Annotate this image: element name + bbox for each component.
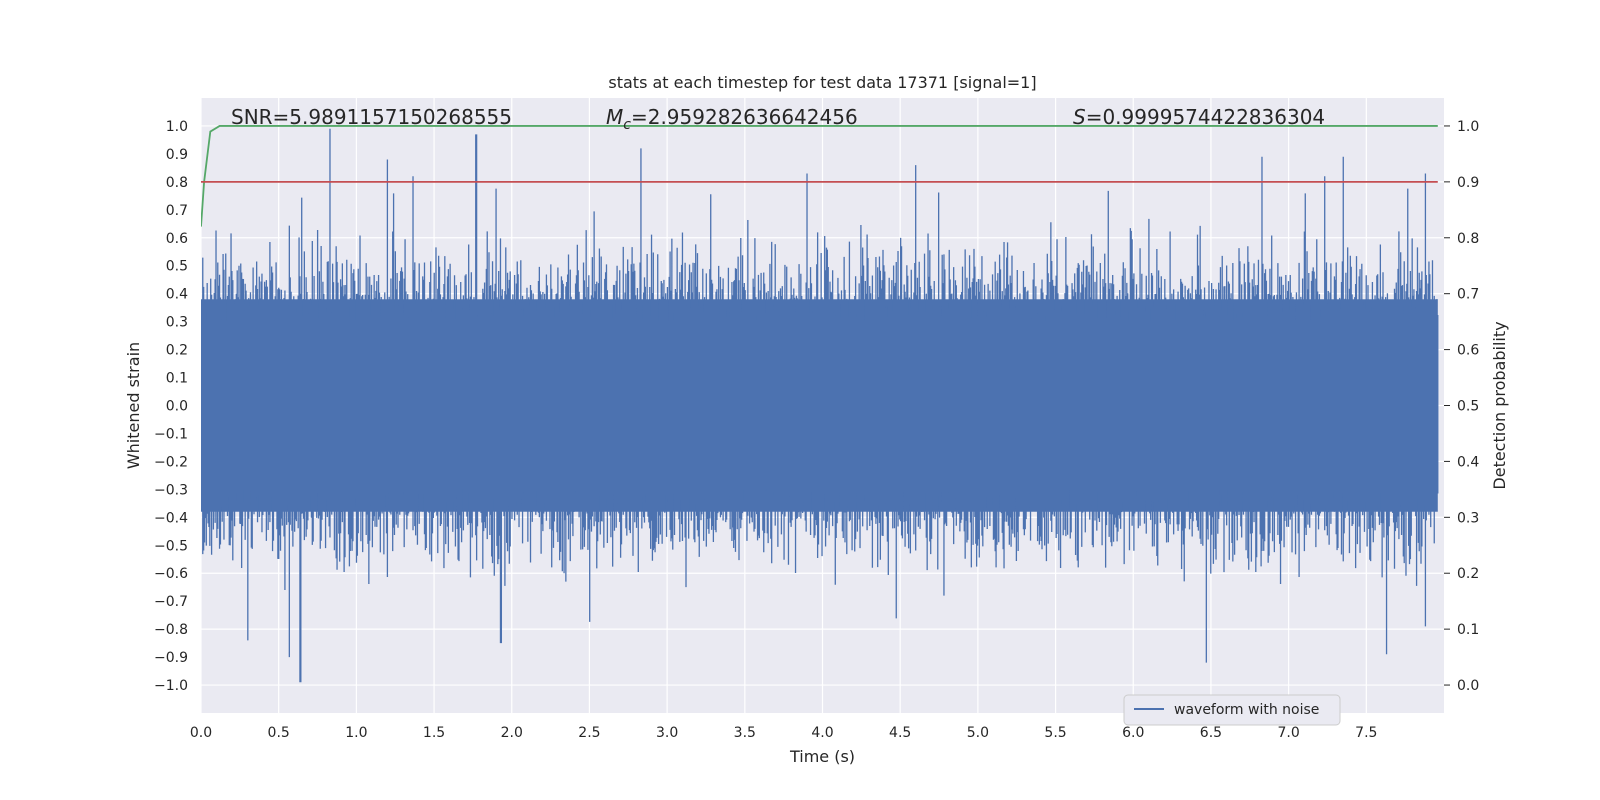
probability-line [201, 125, 1438, 227]
legend: waveform with noise [1123, 694, 1341, 726]
y2-tick-label: 1.0 [1457, 119, 1479, 135]
y-tick-label: −0.5 [154, 538, 188, 554]
y-tick-label: −0.6 [154, 566, 188, 582]
x-tick-label: 6.0 [1122, 725, 1144, 741]
y2-tick-label: 0.8 [1457, 231, 1479, 247]
y-tick-label: 0.5 [166, 259, 188, 275]
x-tick-label: 2.0 [501, 725, 523, 741]
y-tick-label: 0.2 [166, 343, 188, 359]
y2-tick-label: 0.0 [1457, 678, 1479, 694]
y-axis-ticks: 1.0 0.9 0.8 0.7 0.6 0.5 0.4 0.3 0.2 0.1 0.0 −0.1 −0.… [154, 119, 188, 694]
waveform-line [201, 128, 1439, 683]
mc-value: =2.959282636642456 [631, 105, 858, 129]
y-tick-label: −0.4 [154, 510, 188, 526]
x-tick-label: 1.0 [345, 725, 367, 741]
x-tick-label: 5.0 [967, 725, 989, 741]
y2-axis-ticks: 1.0 0.9 0.8 0.7 0.6 0.5 0.4 0.3 0.2 0.1 0.0 [1444, 119, 1479, 694]
chart-title: stats at each timestep for test data 173… [608, 73, 1036, 92]
y2-tick-label: 0.9 [1457, 175, 1479, 191]
x-tick-label: 0.5 [268, 725, 290, 741]
y-tick-label: 0.9 [166, 147, 188, 163]
y-tick-label: −0.8 [154, 622, 188, 638]
y2-tick-label: 0.4 [1457, 454, 1479, 470]
y-tick-label: 0.7 [166, 203, 188, 219]
y-tick-label: 0.8 [166, 175, 188, 191]
score-annotation: S=0.9999574422836304 [1073, 105, 1325, 129]
y2-tick-label: 0.7 [1457, 287, 1479, 303]
y2-tick-label: 0.6 [1457, 343, 1479, 359]
x-axis-ticks: 0.0 0.5 1.0 1.5 2.0 2.5 3.0 3.5 4.0 4.5 5.0 5.5 6.0 6… [190, 725, 1378, 741]
y-tick-label: 0.6 [166, 231, 188, 247]
y-tick-label: −0.2 [154, 454, 188, 470]
y-tick-label: −0.3 [154, 482, 188, 498]
chirp-mass-annotation: Mc=2.959282636642456 [606, 105, 858, 133]
waveform-series [201, 128, 1439, 683]
legend-box [1123, 694, 1341, 726]
y2-tick-label: 0.1 [1457, 622, 1479, 638]
x-tick-label: 1.5 [423, 725, 445, 741]
x-tick-label: 7.5 [1355, 725, 1377, 741]
legend-label-waveform: waveform with noise [1174, 702, 1319, 718]
x-tick-label: 5.5 [1044, 725, 1066, 741]
y-tick-label: −1.0 [154, 678, 188, 694]
y-tick-label: 0.3 [166, 315, 188, 331]
y-tick-label: 0.4 [166, 287, 188, 303]
y2-tick-label: 0.3 [1457, 510, 1479, 526]
mc-subscript: c [623, 117, 631, 133]
y-tick-label: −0.7 [154, 594, 188, 610]
y-tick-label: 0.1 [166, 371, 188, 387]
x-axis-label: Time (s) [789, 747, 855, 766]
y2-axis-label: Detection probability [1490, 321, 1509, 489]
x-tick-label: 4.0 [811, 725, 833, 741]
y2-tick-label: 0.5 [1457, 399, 1479, 415]
x-tick-label: 7.0 [1277, 725, 1299, 741]
y-tick-label: −0.9 [154, 650, 188, 666]
s-value: =0.9999574422836304 [1086, 105, 1325, 129]
y-axis-label: Whitened strain [124, 342, 143, 469]
s-symbol: S [1073, 105, 1086, 129]
x-tick-label: 3.5 [734, 725, 756, 741]
y-tick-label: 0.0 [166, 399, 188, 415]
mc-symbol: M [606, 105, 623, 129]
y-tick-label: −0.1 [154, 426, 188, 442]
x-tick-label: 4.5 [889, 725, 911, 741]
y-tick-label: 1.0 [166, 119, 188, 135]
x-tick-label: 3.0 [656, 725, 678, 741]
x-tick-label: 2.5 [578, 725, 600, 741]
y2-tick-label: 0.2 [1457, 566, 1479, 582]
x-tick-label: 0.0 [190, 725, 212, 741]
snr-annotation: SNR=5.9891157150268555 [231, 105, 512, 129]
x-tick-label: 6.5 [1200, 725, 1222, 741]
